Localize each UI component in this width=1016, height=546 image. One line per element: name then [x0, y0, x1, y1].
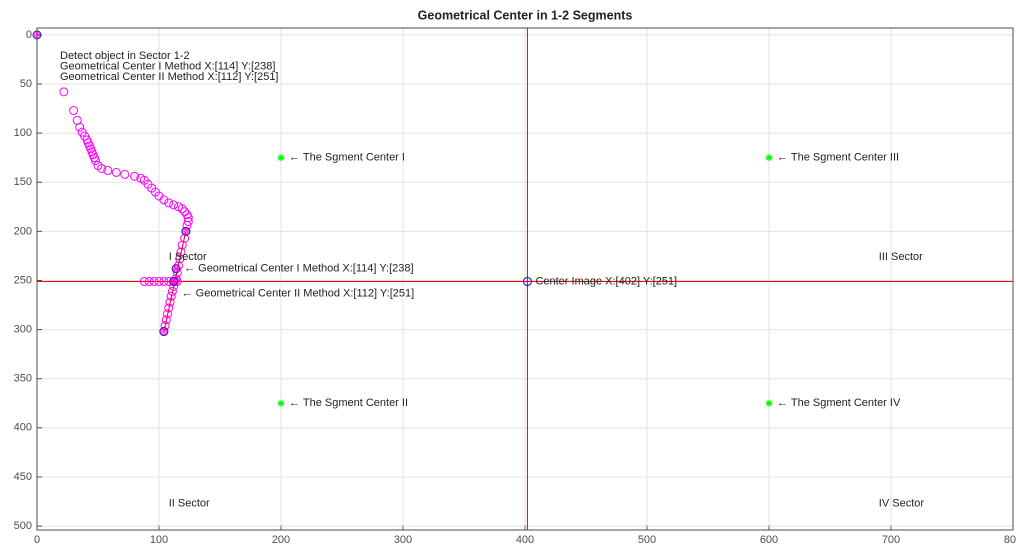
trajectory-point	[163, 309, 173, 319]
chart-title: Geometrical Center in 1-2 Segments	[418, 8, 633, 22]
trajectory-point	[97, 163, 107, 173]
point-marker	[522, 276, 532, 286]
x-tick-label: 100	[150, 534, 168, 546]
y-tick-label: 50	[20, 78, 32, 90]
x-tick-label: 200	[272, 534, 290, 546]
y-tick-label: 250	[14, 274, 32, 286]
x-tick-label: 600	[760, 534, 778, 546]
trajectory-point	[130, 171, 140, 181]
trajectory-point	[149, 276, 159, 286]
trajectory-point	[159, 195, 169, 205]
point-label: ← The Sgment Center I	[289, 152, 405, 164]
info-line: Detect object in Sector 1-2	[60, 50, 190, 62]
y-tick-label: 350	[14, 373, 32, 385]
x-tick-label: 400	[516, 534, 534, 546]
trajectory-point	[111, 167, 121, 177]
y-tick-label: 450	[14, 471, 32, 483]
x-tick-label: 800	[1004, 534, 1016, 546]
trajectory-point	[175, 254, 185, 264]
y-tick-label: 100	[14, 127, 32, 139]
plot-frame	[36, 27, 1014, 531]
trajectory-point	[159, 276, 169, 286]
trajectory-point	[161, 315, 171, 325]
trajectory-point	[69, 106, 79, 116]
sector-label: II Sector	[169, 497, 210, 509]
point-label: ← The Sgment Center II	[289, 397, 408, 409]
trajectory-point	[165, 297, 175, 307]
point-label: ← Geometrical Center I Method X:[114] Y:…	[184, 263, 414, 275]
y-tick-label: 300	[14, 323, 32, 335]
info-line: Geometrical Center II Method X:[112] Y:[…	[60, 71, 279, 83]
trajectory-point	[183, 217, 193, 227]
segment-center-marker	[277, 154, 285, 162]
sector-label: III Sector	[879, 251, 923, 263]
x-tick-label: 500	[638, 534, 656, 546]
point-marker	[32, 30, 42, 40]
trajectory-point	[164, 198, 174, 208]
x-tick-label: 700	[882, 534, 900, 546]
trajectory-point	[91, 156, 101, 166]
trajectory-point	[144, 276, 154, 286]
y-tick-label: 500	[14, 520, 32, 532]
point-marker	[181, 226, 191, 236]
info-line: Geometrical Center I Method X:[114] Y:[2…	[60, 60, 275, 72]
trajectory-point	[75, 122, 85, 132]
trajectory-point	[164, 303, 174, 313]
point-marker	[169, 276, 179, 286]
point-marker	[159, 327, 169, 337]
y-tick-label: 150	[14, 176, 32, 188]
trajectory-point	[103, 165, 113, 175]
trajectory-point	[154, 276, 164, 286]
point-label: Center Image X:[402] Y:[251]	[535, 275, 677, 287]
trajectory-point	[169, 200, 179, 210]
sector-label: IV Sector	[879, 497, 925, 509]
point-marker	[171, 264, 181, 274]
x-tick-label: 300	[394, 534, 412, 546]
sector-label: I Sector	[169, 251, 207, 263]
trajectory-point	[59, 87, 69, 97]
point-label: ← Geometrical Center II Method X:[112] Y…	[182, 287, 415, 299]
y-tick-label: 200	[14, 225, 32, 237]
segment-center-marker	[765, 154, 773, 162]
trajectory-point	[167, 286, 177, 296]
y-tick-label: 400	[14, 422, 32, 434]
point-label: ← The Sgment Center IV	[777, 397, 901, 409]
segment-center-marker	[277, 399, 285, 407]
y-tick-label: 0	[26, 29, 32, 41]
trajectory-point	[120, 169, 130, 179]
trajectory-point	[139, 276, 149, 286]
x-tick-label: 0	[34, 534, 40, 546]
trajectory-point	[176, 247, 186, 257]
point-label: ← The Sgment Center III	[777, 152, 899, 164]
segment-center-marker	[765, 399, 773, 407]
trajectory-point	[177, 204, 187, 214]
